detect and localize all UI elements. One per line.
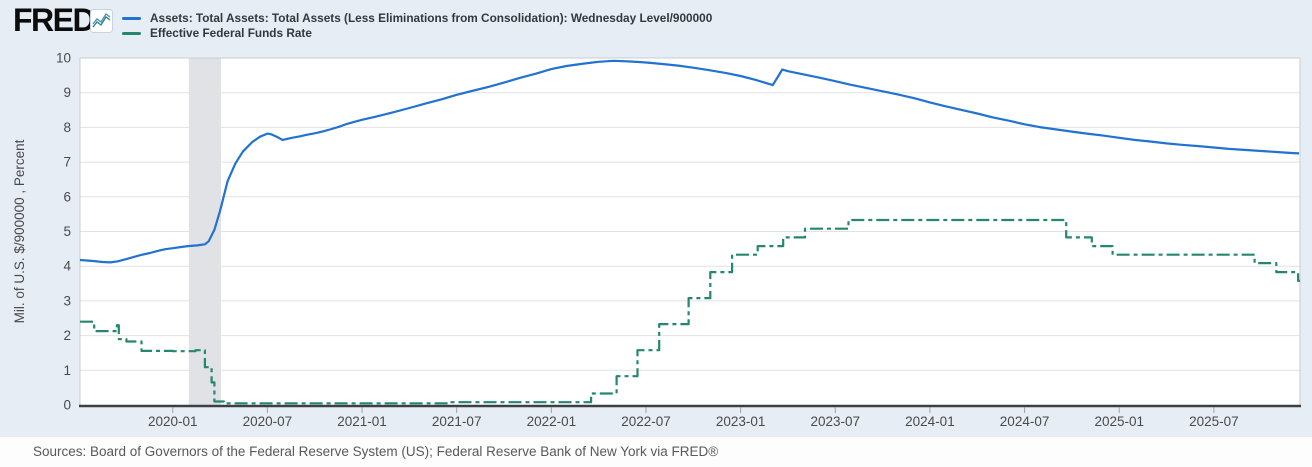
legend-swatch-total-assets — [122, 17, 141, 20]
y-tick-label: 2 — [63, 328, 71, 343]
x-tick-label: 2023-01 — [716, 414, 766, 429]
x-tick-label: 2025-01 — [1094, 414, 1144, 429]
x-tick-label: 2021-07 — [432, 414, 482, 429]
y-tick-label: 3 — [63, 293, 71, 308]
series-line-effr — [80, 218, 1300, 405]
y-tick-label: 0 — [63, 398, 71, 413]
y-tick-label: 7 — [63, 155, 71, 170]
x-tick-label: 2024-07 — [1000, 414, 1050, 429]
x-tick-label: 2021-01 — [337, 414, 387, 429]
x-tick-label: 2020-01 — [148, 414, 198, 429]
y-tick-label: 9 — [63, 85, 71, 100]
series-line-total-assets — [79, 59, 1300, 264]
x-tick-label: 2025-07 — [1189, 414, 1239, 429]
y-tick-label: 10 — [56, 51, 71, 66]
x-tick-label: 2022-01 — [527, 414, 577, 429]
legend-item-effr[interactable]: Effective Federal Funds Rate — [122, 26, 712, 41]
chart-canvas[interactable]: 2020-01 2020-07 2021-01 2021-07 2022-01 2022-… — [0, 0, 1312, 437]
legend-item-total-assets[interactable]: Assets: Total Assets: Total Assets (Less… — [122, 11, 712, 26]
fred-logo-text: FRED — [13, 2, 96, 38]
legend-label-total-assets: Assets: Total Assets: Total Assets (Less… — [150, 11, 713, 25]
x-tick-label: 2020-07 — [243, 414, 293, 429]
y-tick-label: 8 — [63, 120, 71, 135]
y-tick-label: 1 — [63, 363, 71, 378]
x-tick-label: 2024-01 — [905, 414, 955, 429]
y-tick-label: 4 — [63, 259, 71, 274]
sources-text: Sources: Board of Governors of the Feder… — [33, 444, 719, 459]
legend-label-effr: Effective Federal Funds Rate — [150, 26, 312, 40]
y-axis-label: Mil. of U.S. $/900000 , Percent — [12, 139, 27, 323]
y-tick-label: 5 — [63, 224, 71, 239]
x-tick-label: 2022-07 — [621, 414, 671, 429]
fred-logo-sparkline-icon — [90, 9, 113, 33]
footer: Sources: Board of Governors of the Feder… — [0, 437, 1312, 467]
legend-swatch-effr — [122, 32, 141, 35]
x-tick-label: 2023-07 — [811, 414, 861, 429]
y-tick-label: 6 — [63, 189, 71, 204]
chart-legend: Assets: Total Assets: Total Assets (Less… — [122, 11, 712, 41]
